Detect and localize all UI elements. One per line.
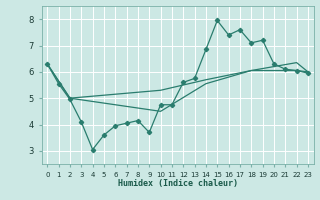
X-axis label: Humidex (Indice chaleur): Humidex (Indice chaleur) — [118, 179, 237, 188]
